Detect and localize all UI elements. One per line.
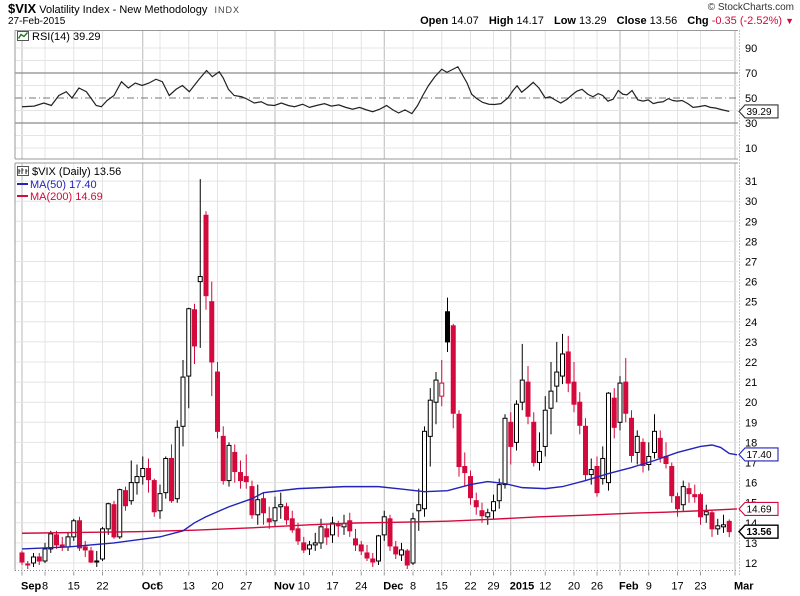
svg-text:39.29: 39.29 (747, 107, 772, 118)
exchange-label: INDX (214, 5, 240, 15)
chg-value: -0.35 (-2.52%) (711, 15, 783, 27)
high-value: 14.17 (516, 15, 544, 27)
ma50-line (21, 444, 738, 550)
ma200-value-badge: 14.69 (738, 501, 779, 516)
x-axis-label: 17 (326, 581, 338, 593)
x-axis-label: 22 (464, 581, 476, 593)
rsi-axis-label: 70 (745, 68, 757, 80)
price-axis-label: 16 (745, 478, 757, 490)
x-axis-label: 8 (42, 581, 48, 593)
ma50-value-badge: 17.40 (738, 447, 779, 462)
x-axis-label: 24 (355, 581, 367, 593)
symbol-label: $VIX (8, 1, 37, 16)
high-label: High (488, 15, 514, 27)
x-axis-label: Mar (734, 581, 754, 593)
rsi-value-badge: 39.29 (738, 104, 779, 119)
price-legend: $VIX (Daily) 13.56 (17, 166, 121, 178)
x-axis-label: 15 (436, 581, 448, 593)
x-axis-label: 20 (211, 581, 223, 593)
svg-text:13.56: 13.56 (747, 527, 772, 538)
x-axis-label: 23 (694, 581, 706, 593)
x-axis-label: 6 (157, 581, 163, 593)
quote-row: Open 14.07 High 14.17 Low 13.29 Close 13… (413, 15, 794, 27)
x-axis-label: Sep (21, 581, 41, 593)
rsi-axis-label: 30 (745, 118, 757, 130)
chart-title: $VIX Volatility Index - New Methodology … (8, 1, 240, 16)
x-axis-label: 13 (183, 581, 195, 593)
x-axis-label: 22 (96, 581, 108, 593)
x-axis-label: 12 (539, 581, 551, 593)
close-value-badge: 13.56 (738, 524, 779, 539)
ma200-line (21, 508, 738, 534)
x-axis-label: Feb (619, 581, 639, 593)
price-axis-label: 27 (745, 257, 757, 269)
price-axis-label: 24 (745, 317, 757, 329)
x-axis-label: Dec (383, 581, 403, 593)
price-axis-label: 12 (745, 558, 757, 570)
open-value: 14.07 (451, 15, 479, 27)
x-axis-label: 17 (671, 581, 683, 593)
rsi-axis-label: 10 (745, 143, 757, 155)
ma50-legend-label: MA(50) 17.40 (30, 179, 97, 191)
x-axis-label: 20 (568, 581, 580, 593)
rsi-axis-label: 50 (745, 93, 757, 105)
price-axis-label: 25 (745, 297, 757, 309)
chart-date: 27-Feb-2015 (8, 16, 66, 27)
ma200-legend-label: MA(200) 14.69 (30, 191, 103, 203)
price-axis-label: 19 (745, 417, 757, 429)
open-label: Open (420, 15, 449, 27)
price-axis-label: 21 (745, 377, 757, 389)
x-axis-label: Oct (142, 581, 161, 593)
x-axis-label: 26 (591, 581, 603, 593)
rsi-legend: RSI(14) 39.29 (17, 31, 100, 43)
ma50-swatch (17, 183, 28, 185)
x-axis-label: 9 (646, 581, 652, 593)
low-label: Low (553, 15, 576, 27)
ma200-legend: MA(200) 14.69 (17, 191, 103, 203)
mini-chart-icon (17, 31, 29, 41)
ma200-swatch (17, 195, 28, 197)
x-axis-label: 29 (487, 581, 499, 593)
x-axis-label: 10 (298, 581, 310, 593)
price-axis-label: 28 (745, 236, 757, 248)
price-axis-label: 18 (745, 437, 757, 449)
x-axis-label: Nov (274, 581, 296, 593)
close-label: Close (616, 15, 647, 27)
price-axis-label: 23 (745, 337, 757, 349)
copyright: © StockCharts.com (707, 2, 794, 13)
svg-text:14.69: 14.69 (747, 504, 772, 515)
price-axis-label: 22 (745, 357, 757, 369)
chg-label: Chg (687, 15, 709, 27)
price-axis-label: 20 (745, 397, 757, 409)
ma50-legend: MA(50) 17.40 (17, 179, 97, 191)
price-axis-label: 13 (745, 538, 757, 550)
rsi-line (21, 65, 730, 115)
price-legend-label: $VIX (Daily) 13.56 (32, 166, 122, 178)
close-value: 13.56 (649, 15, 678, 27)
down-triangle-icon: ▼ (785, 16, 794, 26)
low-value: 13.29 (579, 15, 607, 27)
x-axis-label: 27 (240, 581, 252, 593)
x-axis-label: 2015 (510, 581, 534, 593)
title-text: Volatility Index - New Methodology (39, 4, 208, 16)
mini-chart-icon (17, 166, 29, 176)
x-axis-label: 15 (68, 581, 80, 593)
candlestick-series (19, 179, 732, 570)
price-axis-label: 29 (745, 216, 757, 228)
svg-text:17.40: 17.40 (747, 450, 772, 461)
y-axis-labels: 3130292827262524232221201918171615141312… (745, 43, 757, 570)
rsi-legend-label: RSI(14) 39.29 (32, 31, 101, 43)
gridlines (15, 30, 738, 571)
x-axis-label: 8 (410, 581, 416, 593)
price-axis-label: 30 (745, 196, 757, 208)
price-axis-label: 26 (745, 277, 757, 289)
price-axis-label: 31 (745, 176, 757, 188)
rsi-axis-label: 90 (745, 43, 757, 55)
